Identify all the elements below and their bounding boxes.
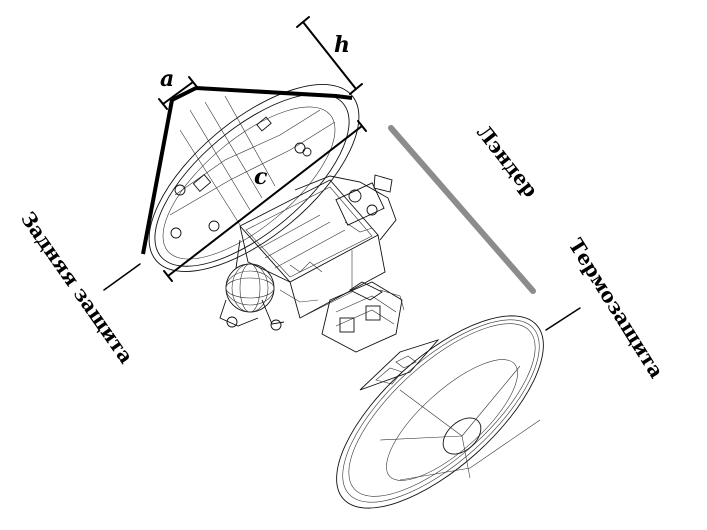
back-shell-label: Задняя защита (16, 207, 139, 368)
heat-shield-rim (336, 315, 544, 509)
heat-shield-leader (545, 307, 581, 331)
back-shell (141, 84, 360, 272)
dimension-a: a (158, 66, 198, 110)
lander-label: Лэндер (472, 120, 543, 201)
lander-thruster-block (321, 281, 403, 353)
lander-plate (359, 339, 440, 391)
dimension-h: h (296, 16, 363, 95)
back-shell-rim-ring (162, 106, 336, 260)
back-shell-rim-inner (154, 93, 350, 267)
dimension-c: c (163, 120, 367, 282)
back-shell-leader (103, 263, 141, 291)
lander (219, 174, 440, 391)
heat-shield (336, 315, 544, 509)
dimension-c-label: c (254, 164, 268, 190)
lander-bracket (388, 125, 536, 294)
back-shell-rim-outer (148, 84, 360, 272)
lander-tank (225, 263, 275, 313)
dimension-h-label: h (334, 32, 350, 58)
dimension-a-label: a (160, 66, 174, 92)
back-shell-profile (141, 86, 353, 255)
